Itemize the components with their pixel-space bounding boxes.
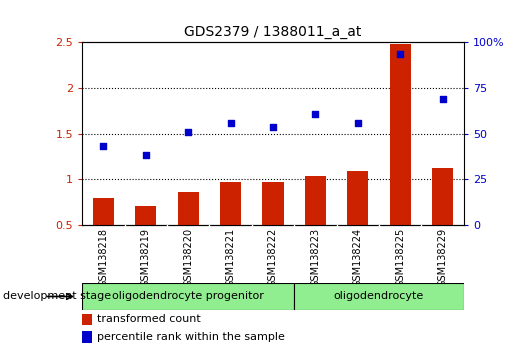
Point	[396, 51, 404, 57]
Text: GSM138222: GSM138222	[268, 228, 278, 287]
Bar	[135, 206, 156, 225]
Point	[142, 152, 150, 158]
Point	[438, 97, 447, 102]
Text: GSM138221: GSM138221	[226, 228, 235, 287]
Point	[226, 120, 235, 126]
Text: GSM138224: GSM138224	[353, 228, 363, 287]
Bar	[305, 176, 326, 225]
Text: GSM138219: GSM138219	[141, 228, 151, 287]
Bar	[93, 198, 114, 225]
Point	[269, 124, 277, 130]
Bar	[294, 283, 464, 310]
Bar	[262, 182, 284, 225]
Bar	[432, 168, 453, 225]
Bar	[82, 314, 92, 325]
Bar	[220, 182, 241, 225]
Bar	[390, 44, 411, 225]
Point	[184, 129, 192, 135]
Point	[311, 111, 320, 117]
Text: GSM138229: GSM138229	[438, 228, 447, 287]
Text: oligodendrocyte progenitor: oligodendrocyte progenitor	[112, 291, 264, 302]
Text: GSM138218: GSM138218	[99, 228, 108, 287]
Text: GSM138225: GSM138225	[395, 228, 405, 287]
Text: GSM138223: GSM138223	[311, 228, 320, 287]
Text: oligodendrocyte: oligodendrocyte	[334, 291, 424, 302]
Point	[354, 120, 362, 126]
Text: transformed count: transformed count	[98, 314, 201, 325]
Text: GSM138220: GSM138220	[183, 228, 193, 287]
Text: development stage: development stage	[3, 291, 111, 302]
Text: percentile rank within the sample: percentile rank within the sample	[98, 332, 285, 342]
Bar	[82, 331, 92, 343]
Bar	[82, 283, 294, 310]
Bar	[347, 171, 368, 225]
Title: GDS2379 / 1388011_a_at: GDS2379 / 1388011_a_at	[184, 25, 361, 39]
Point	[99, 143, 108, 149]
Bar	[178, 192, 199, 225]
